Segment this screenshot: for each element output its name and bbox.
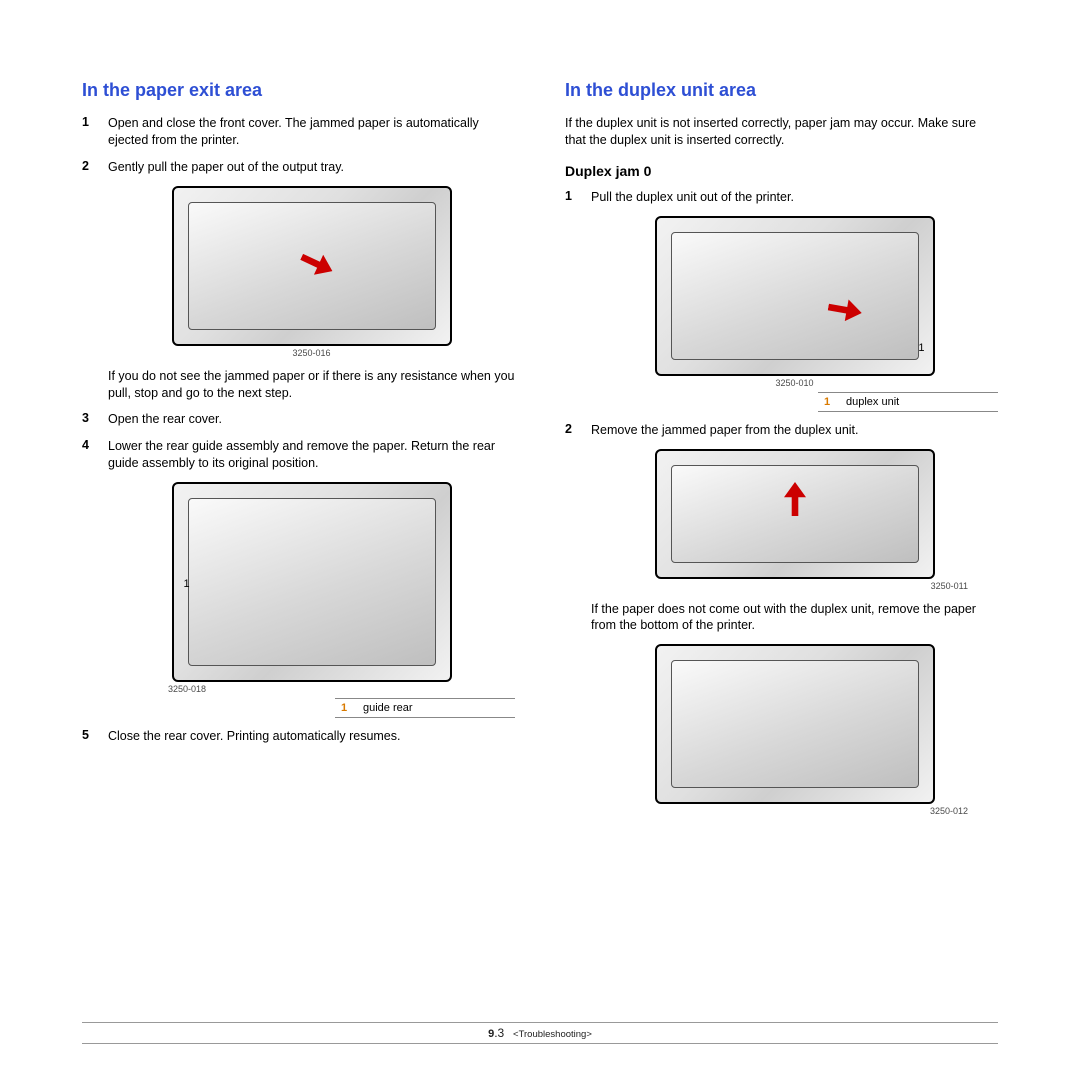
- step-text: Lower the rear guide assembly and remove…: [108, 438, 515, 472]
- figure-caption: 3250-011: [591, 581, 998, 591]
- section-name: <Troubleshooting>: [513, 1029, 592, 1040]
- step-number: 1: [82, 115, 92, 149]
- figure-caption: 3250-018: [108, 684, 515, 694]
- right-heading: In the duplex unit area: [565, 80, 998, 101]
- figure-pointer-label: 1: [184, 578, 190, 590]
- left-column: In the paper exit area 1 Open and close …: [82, 80, 515, 826]
- arrow-icon: [784, 482, 806, 516]
- callout-table: 1 duplex unit: [818, 392, 998, 412]
- list-item: 3 Open the rear cover.: [82, 411, 515, 428]
- list-item: 1 Pull the duplex unit out of the printe…: [565, 189, 998, 206]
- sub-heading: Duplex jam 0: [565, 163, 998, 179]
- page-number: .3: [494, 1026, 504, 1040]
- step-text: Gently pull the paper out of the output …: [108, 159, 515, 176]
- step-number: 5: [82, 728, 92, 745]
- list-item: 2 Gently pull the paper out of the outpu…: [82, 159, 515, 176]
- figure-caption: 3250-010: [591, 378, 998, 388]
- step-note: If the paper does not come out with the …: [591, 601, 998, 635]
- left-steps-2: 3 Open the rear cover. 4 Lower the rear …: [82, 411, 515, 472]
- figure-paper-exit: 3250-016: [108, 186, 515, 358]
- intro-paragraph: If the duplex unit is not inserted corre…: [565, 115, 998, 149]
- left-heading: In the paper exit area: [82, 80, 515, 101]
- callout-number: 1: [824, 396, 846, 408]
- step-number: 1: [565, 189, 575, 206]
- callout-number: 1: [341, 702, 363, 714]
- step-number: 2: [565, 422, 575, 439]
- printer-illustration: [172, 186, 452, 346]
- figure-pointer-label: 1: [918, 342, 924, 354]
- printer-illustration: 1: [172, 482, 452, 682]
- page-footer: 9.3 <Troubleshooting>: [82, 1022, 998, 1044]
- step-text: Remove the jammed paper from the duplex …: [591, 422, 998, 439]
- list-item: 5 Close the rear cover. Printing automat…: [82, 728, 515, 745]
- figure-caption: 3250-012: [591, 806, 998, 816]
- figure-duplex-pull: 1 3250-010 1 duplex unit: [591, 216, 998, 412]
- duplex-illustration: [655, 449, 935, 579]
- left-steps-1: 1 Open and close the front cover. The ja…: [82, 115, 515, 176]
- callout-row: 1 duplex unit: [818, 393, 998, 411]
- left-steps-3: 5 Close the rear cover. Printing automat…: [82, 728, 515, 745]
- step-number: 2: [82, 159, 92, 176]
- two-column-layout: In the paper exit area 1 Open and close …: [82, 80, 998, 826]
- figure-printer-bottom: 3250-012: [591, 644, 998, 816]
- callout-label: guide rear: [363, 702, 413, 714]
- step-note: If you do not see the jammed paper or if…: [108, 368, 515, 402]
- figure-duplex-jam: 3250-011: [591, 449, 998, 591]
- step-text: Close the rear cover. Printing automatic…: [108, 728, 515, 745]
- figure-rear-guide: 1 3250-018 1 guide rear: [108, 482, 515, 718]
- step-number: 4: [82, 438, 92, 472]
- printer-illustration: [655, 644, 935, 804]
- list-item: 2 Remove the jammed paper from the duple…: [565, 422, 998, 439]
- callout-label: duplex unit: [846, 396, 899, 408]
- step-text: Open the rear cover.: [108, 411, 515, 428]
- printer-illustration: 1: [655, 216, 935, 376]
- list-item: 1 Open and close the front cover. The ja…: [82, 115, 515, 149]
- arrow-icon: [826, 296, 863, 324]
- step-text: Open and close the front cover. The jamm…: [108, 115, 515, 149]
- right-column: In the duplex unit area If the duplex un…: [565, 80, 998, 826]
- arrow-icon: [297, 247, 337, 281]
- right-steps-a: 1 Pull the duplex unit out of the printe…: [565, 189, 998, 206]
- step-text: Pull the duplex unit out of the printer.: [591, 189, 998, 206]
- right-steps-b: 2 Remove the jammed paper from the duple…: [565, 422, 998, 439]
- callout-table: 1 guide rear: [335, 698, 515, 718]
- step-number: 3: [82, 411, 92, 428]
- figure-caption: 3250-016: [108, 348, 515, 358]
- callout-row: 1 guide rear: [335, 699, 515, 717]
- list-item: 4 Lower the rear guide assembly and remo…: [82, 438, 515, 472]
